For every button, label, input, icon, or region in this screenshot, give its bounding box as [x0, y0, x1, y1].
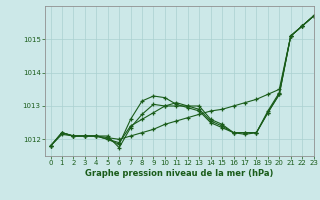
X-axis label: Graphe pression niveau de la mer (hPa): Graphe pression niveau de la mer (hPa): [85, 169, 273, 178]
